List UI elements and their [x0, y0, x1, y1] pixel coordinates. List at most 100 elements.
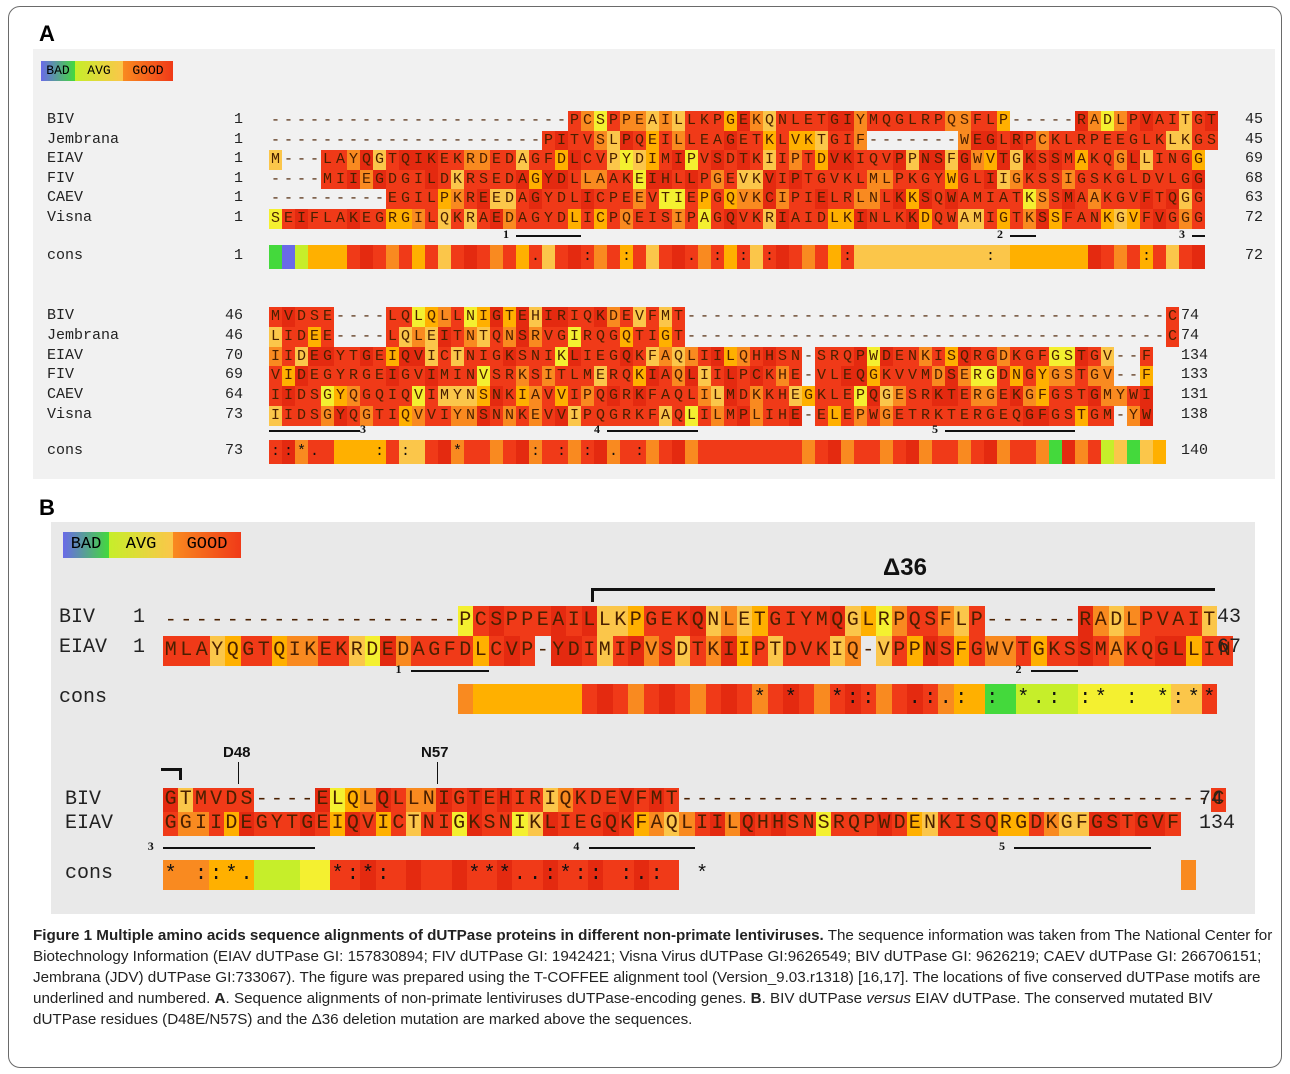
consensus-cell [1059, 860, 1074, 890]
consensus-cell [958, 440, 971, 464]
residue: A [659, 406, 672, 426]
residue: R [1077, 606, 1093, 636]
residue: A [1088, 189, 1101, 209]
consensus-bar: *:: *. *: *: * * *..: *:::.: * [163, 860, 1196, 890]
residue: - [286, 788, 299, 811]
residue: V [555, 406, 568, 426]
residue: P [628, 636, 644, 666]
residue: P [628, 606, 644, 636]
motif-underline [607, 430, 698, 432]
residue: - [504, 131, 514, 149]
residue: L [451, 307, 464, 327]
residue: R [620, 386, 633, 406]
residue: Q [737, 346, 750, 367]
residue: T [1179, 111, 1192, 131]
residue: S [477, 406, 490, 426]
residue: - [1154, 327, 1164, 345]
residue: D [674, 636, 690, 666]
residue: - [452, 131, 462, 149]
residue: M [971, 209, 984, 229]
consensus-cell [308, 245, 321, 269]
residue: I [542, 307, 555, 327]
residue: T [256, 636, 272, 666]
cons-start: 1 [233, 247, 243, 264]
residue: N [464, 307, 477, 327]
residue: P [893, 150, 906, 170]
residue: - [517, 112, 527, 129]
residue: - [242, 609, 255, 632]
residue: I [698, 366, 711, 387]
residue: R [1075, 130, 1088, 151]
residue: Y [347, 150, 360, 170]
residue: L [685, 346, 698, 367]
residue: P [997, 111, 1010, 131]
residue: E [789, 386, 802, 406]
residue: S [1049, 189, 1062, 209]
consensus-cell [1165, 860, 1180, 890]
residue: Q [594, 326, 607, 347]
residue: V [737, 169, 750, 190]
consensus-cell [334, 440, 347, 464]
consensus-cell [412, 440, 425, 464]
residue: D [892, 812, 908, 836]
residue: D [1108, 606, 1124, 636]
residue: L [828, 386, 841, 406]
residue: G [711, 169, 724, 190]
consensus-cell [360, 440, 373, 464]
residue: P [519, 636, 535, 666]
residue: E [238, 812, 255, 836]
residue: S [308, 307, 321, 327]
residue: G [529, 150, 542, 170]
residue: E [386, 189, 399, 209]
residue: E [477, 189, 490, 209]
residue: V [876, 636, 892, 666]
residue: D [783, 636, 799, 666]
residue: E [633, 189, 646, 209]
residue: - [803, 308, 813, 325]
residue: L [1062, 130, 1075, 151]
residue: - [725, 308, 735, 325]
residue: T [386, 150, 399, 170]
consensus-cell [664, 860, 680, 890]
residue: C [1210, 788, 1227, 812]
residue: W [867, 346, 880, 367]
residue: K [1046, 636, 1062, 666]
residue: - [920, 131, 930, 149]
residue: G [919, 169, 932, 190]
consensus-cell: . [527, 860, 543, 890]
mutation-d48-label: D48 [223, 744, 251, 761]
residue: I [776, 209, 789, 229]
residue: G [299, 812, 315, 836]
consensus-cell [490, 440, 503, 464]
residue: K [750, 189, 763, 209]
consensus-cell: : [529, 440, 542, 464]
residue: T [1075, 346, 1088, 367]
residue: I [512, 812, 528, 836]
residue: - [920, 308, 930, 325]
residue: L [906, 111, 919, 131]
residue: E [815, 189, 828, 209]
residue: - [348, 308, 358, 325]
consensus-cell [464, 440, 477, 464]
residue: - [283, 112, 293, 129]
residue: L [581, 606, 597, 636]
residue: Q [854, 366, 867, 387]
consensus-cell [488, 684, 504, 714]
residue: V [643, 636, 659, 666]
residue: G [451, 788, 467, 812]
residue: - [816, 327, 826, 345]
residue: E [971, 130, 984, 151]
residue: - [881, 131, 891, 149]
consensus-cell [659, 245, 672, 269]
residue: - [1063, 308, 1073, 325]
residue: - [764, 327, 774, 345]
consensus-cell [1101, 440, 1114, 464]
residue: - [1048, 609, 1061, 632]
residue: N [503, 406, 516, 426]
residue: A [516, 209, 529, 229]
residue: I [646, 209, 659, 229]
residue: - [361, 190, 371, 208]
residue: L [724, 812, 741, 836]
